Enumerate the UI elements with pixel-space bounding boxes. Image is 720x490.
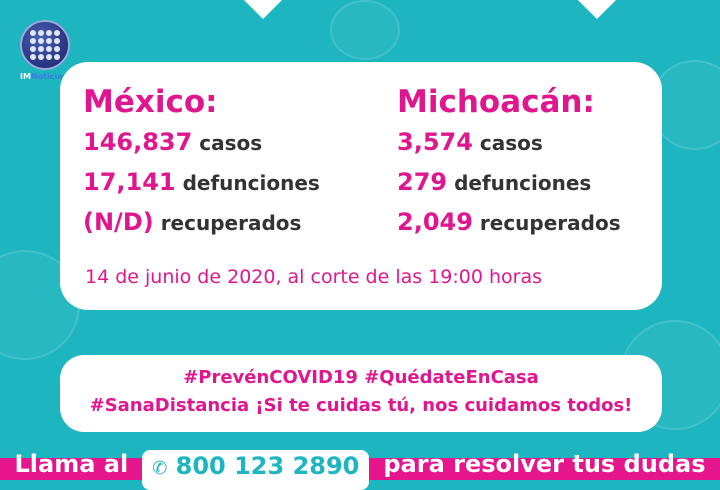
michoacan-stats: Michoacán: 3,574 casos 279 defunciones 2… [397, 84, 621, 248]
michoacan-casos: 3,574 casos [397, 128, 543, 156]
michoacan-title: Michoacán: [397, 84, 595, 120]
michoacan-recuperados: 2,049 recuperados [397, 208, 621, 236]
hashtags-line-2: #SanaDistancia ¡Si te cuidas tú, nos cui… [89, 395, 633, 416]
decorative-chevron [572, 0, 622, 20]
mexico-defunciones: 17,141 defunciones [83, 168, 320, 196]
mexico-stats: México: 146,837 casos 17,141 defunciones… [83, 84, 320, 248]
report-date: 14 de junio de 2020, al corte de las 19:… [85, 266, 543, 288]
mexico-recuperados: (N/D) recuperados [83, 208, 302, 236]
hashtags-card: #PrevénCOVID19 #QuédateEnCasa #SanaDista… [60, 355, 662, 432]
footer: Llama al ✆ 800 123 2890 para resolver tu… [0, 450, 720, 490]
decorative-chevron [238, 0, 288, 20]
mexico-title: México: [83, 84, 218, 120]
virus-decoration [330, 0, 400, 60]
mexico-casos: 146,837 casos [83, 128, 263, 156]
phone-icon: ✆ [152, 458, 168, 479]
hashtags-line-1: #PrevénCOVID19 #QuédateEnCasa [183, 367, 539, 388]
michoacan-defunciones: 279 defunciones [397, 168, 592, 196]
logo-text: IMNoticias [20, 72, 68, 81]
stats-card: México: 146,837 casos 17,141 defunciones… [60, 62, 662, 310]
footer-post: para resolver tus dudas [383, 450, 706, 478]
phone-number: 800 123 2890 [175, 452, 360, 480]
footer-pre: Llama al [14, 450, 129, 478]
imnoticias-logo [20, 20, 70, 70]
phone-number-box[interactable]: ✆ 800 123 2890 [142, 450, 370, 490]
